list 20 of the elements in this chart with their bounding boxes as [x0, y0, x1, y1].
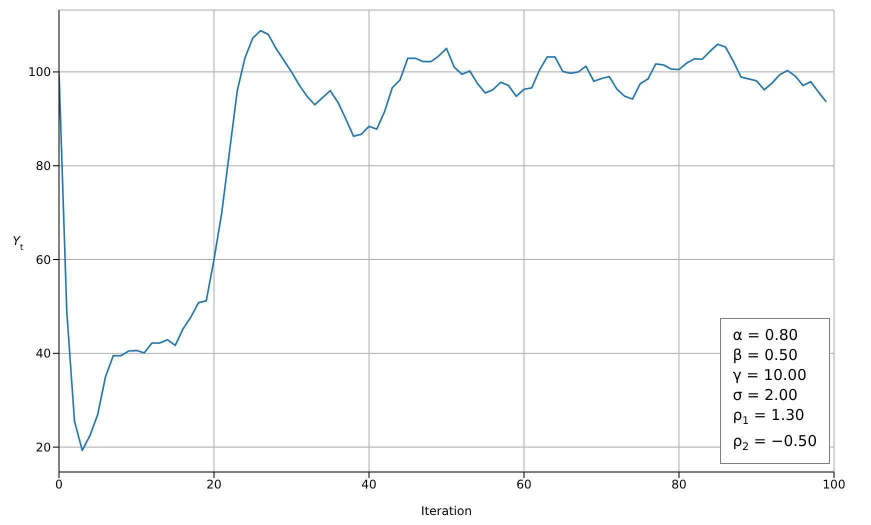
line-series	[59, 30, 828, 452]
annotation: ρ$_{2}$ = −0.50	[732, 432, 817, 453]
annotation: β = 0.50	[732, 346, 798, 364]
x-tick-label: 0	[55, 478, 63, 492]
x-axis-title: Iteration	[421, 504, 472, 518]
x-tick-label: 60	[516, 478, 532, 492]
x-tick-label: 80	[671, 478, 687, 492]
x-tick-label: 100	[822, 478, 846, 492]
x-tick-label: 20	[206, 478, 222, 492]
y-tick-label: 80	[36, 158, 51, 173]
y-tick-label: 60	[36, 252, 51, 267]
annotation: α = 0.80	[732, 326, 798, 344]
y-tick-label: 100	[28, 65, 51, 80]
annotation: γ = 10.00	[732, 366, 807, 384]
x-tick-label: 40	[361, 478, 377, 492]
y-axis-title: Y$_{t}$	[12, 234, 24, 252]
annotation: ρ$_{1}$ = 1.30	[732, 406, 804, 427]
annotation: σ = 2.00	[732, 386, 798, 404]
y-tick-label: 40	[36, 346, 51, 361]
y-tick-label: 20	[36, 440, 51, 454]
